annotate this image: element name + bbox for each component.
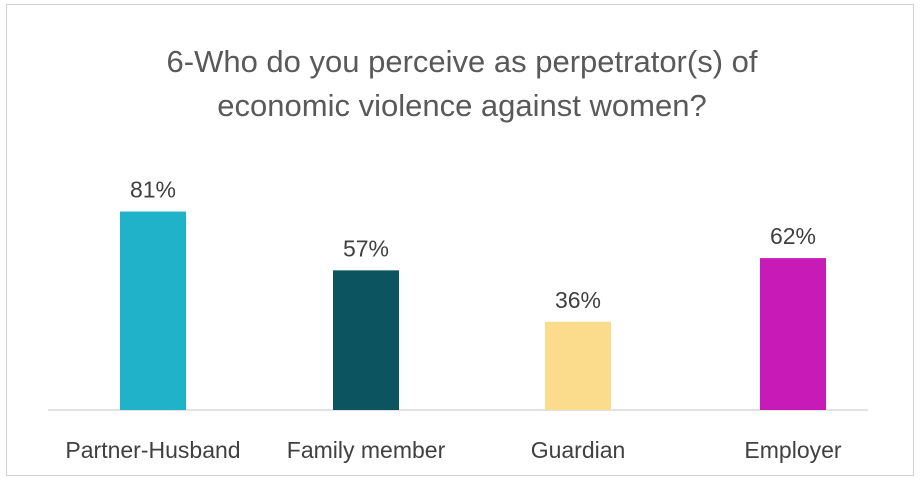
chart-title: 6-Who do you perceive as perpetrator(s) …	[0, 40, 924, 128]
value-label: 62%	[770, 223, 816, 249]
bar-partner-husband	[120, 211, 186, 410]
category-label: Guardian	[531, 437, 626, 463]
bar-employer	[760, 258, 826, 410]
bars-group: 81% Partner-Husband 57% Family member 36% Gua…	[65, 177, 841, 463]
category-label: Partner-Husband	[65, 437, 240, 463]
bar-guardian	[545, 321, 611, 410]
bar-family-member	[333, 270, 399, 410]
value-label: 36%	[555, 287, 601, 313]
category-label: Employer	[744, 437, 841, 463]
value-label: 57%	[343, 235, 389, 261]
category-label: Family member	[287, 437, 446, 463]
value-label: 81%	[130, 177, 176, 203]
chart-title-line-2: economic violence against women?	[217, 88, 707, 123]
chart-title-line-1: 6-Who do you perceive as perpetrator(s) …	[166, 44, 758, 79]
